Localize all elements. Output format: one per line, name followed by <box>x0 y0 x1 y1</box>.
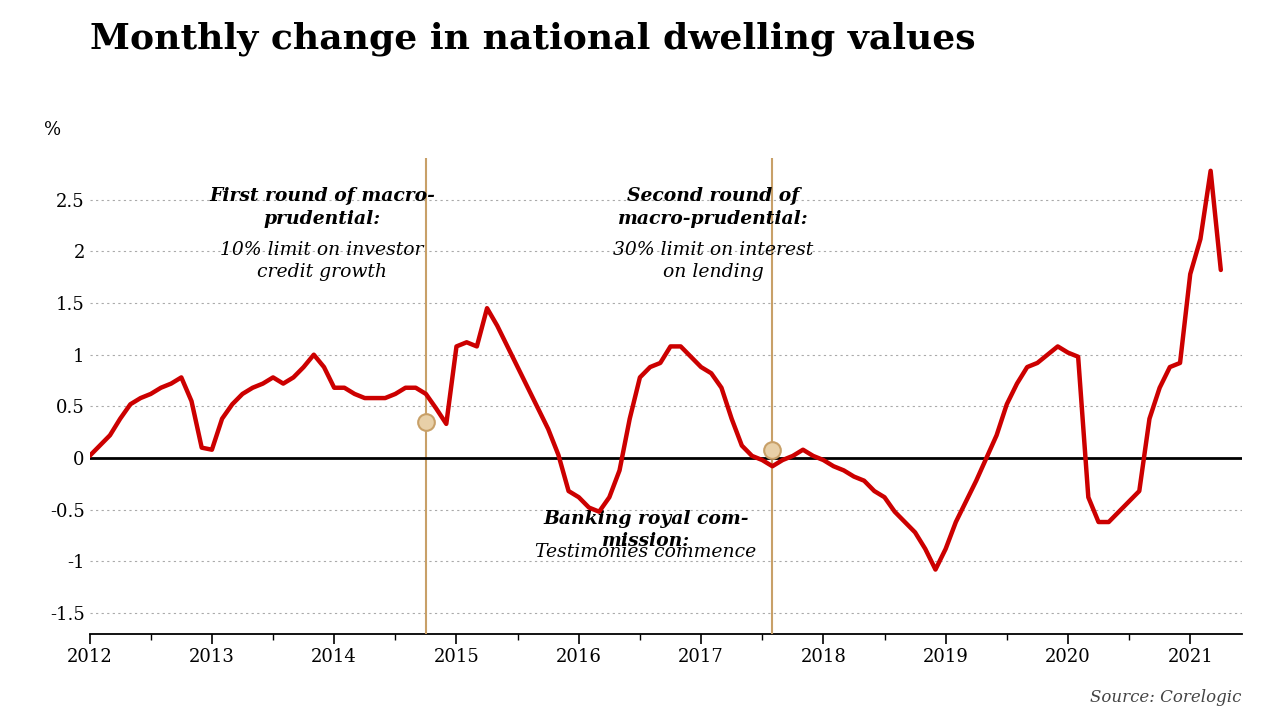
Text: Monthly change in national dwelling values: Monthly change in national dwelling valu… <box>90 22 975 56</box>
Text: 10% limit on investor
credit growth: 10% limit on investor credit growth <box>220 241 424 282</box>
Text: %: % <box>44 122 60 140</box>
Text: Banking royal com-
mission:: Banking royal com- mission: <box>543 510 749 550</box>
Text: 30% limit on interest
on lending: 30% limit on interest on lending <box>613 241 813 282</box>
Text: First round of macro-
prudential:: First round of macro- prudential: <box>209 187 435 228</box>
Text: Second round of
macro-prudential:: Second round of macro-prudential: <box>618 187 809 228</box>
Text: Source: Corelogic: Source: Corelogic <box>1091 688 1242 706</box>
Text: Testimonies commence: Testimonies commence <box>535 543 756 561</box>
